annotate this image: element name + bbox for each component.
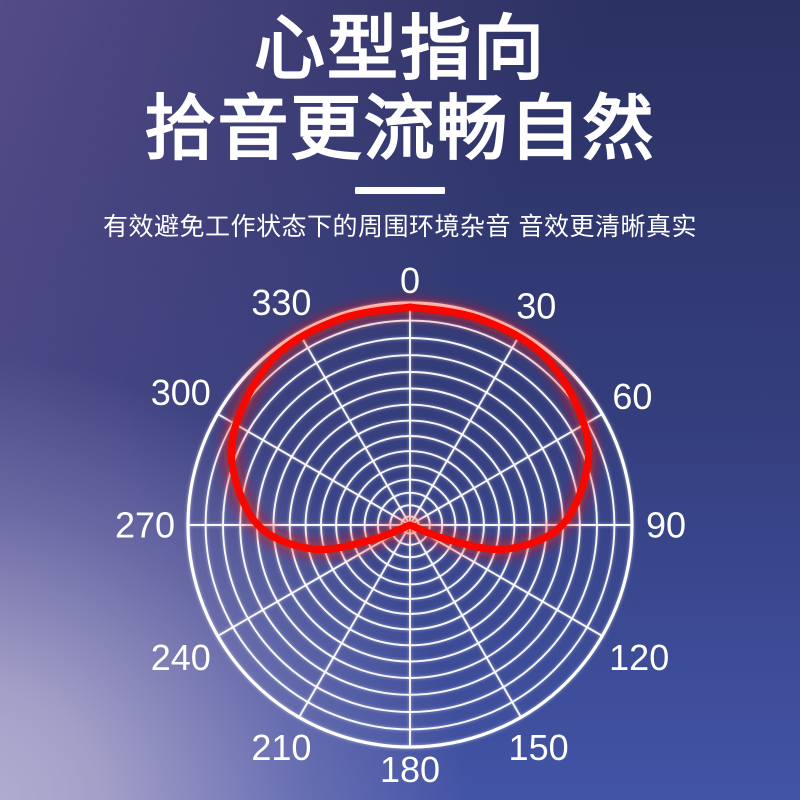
angle-label-180: 180: [380, 749, 440, 790]
angle-label-240: 240: [151, 637, 211, 678]
grid-spoke: [298, 332, 411, 526]
grid-spoke: [409, 332, 522, 526]
angle-label-30: 30: [516, 286, 556, 327]
page-title-line-2: 拾音更流畅自然: [144, 90, 656, 170]
angle-label-150: 150: [509, 727, 569, 768]
angle-label-60: 60: [612, 376, 652, 417]
angle-label-330: 330: [251, 282, 311, 323]
page-subtitle: 有效避免工作状态下的周围环境杂音 音效更清晰真实: [103, 213, 697, 242]
title-divider: [355, 187, 445, 195]
grid-spoke: [409, 524, 522, 718]
grid-spoke: [298, 524, 411, 718]
page-title-line-1: 心型指向: [253, 10, 546, 89]
angle-label-270: 270: [115, 505, 175, 546]
angle-label-210: 210: [251, 727, 311, 768]
angle-label-120: 120: [609, 637, 669, 678]
cardioid-curve: [227, 303, 593, 554]
angle-label-300: 300: [151, 372, 211, 413]
grid-spoke: [409, 413, 603, 526]
angle-label-0: 0: [400, 260, 420, 301]
grid-spoke: [217, 413, 411, 526]
header: 心型指向 拾音更流畅自然 有效避免工作状态下的周围环境杂音 音效更清晰真实: [0, 0, 800, 243]
angle-label-90: 90: [646, 505, 686, 546]
